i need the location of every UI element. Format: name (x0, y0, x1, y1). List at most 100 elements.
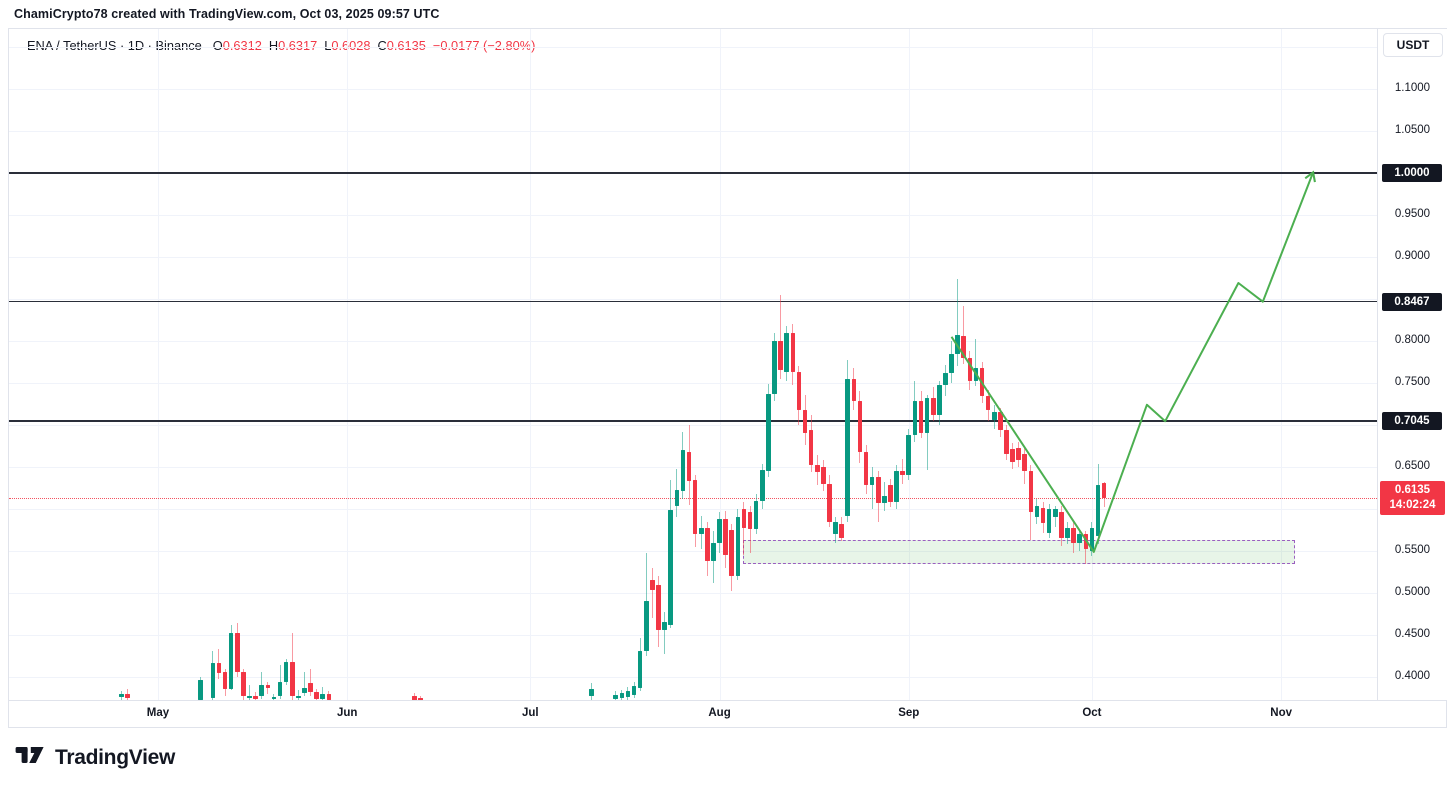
candle (631, 686, 637, 695)
candle (296, 696, 301, 699)
month-label: Jun (336, 707, 358, 719)
attribution-text: ChamiCrypto78 created with TradingView.c… (14, 7, 440, 21)
vertical-gridline (1091, 29, 1093, 700)
candle-wick (310, 668, 312, 696)
candle (979, 367, 985, 396)
month-label: Oct (1082, 707, 1102, 719)
support-zone-rectangle[interactable] (743, 540, 1296, 565)
candle (985, 395, 991, 410)
candle (943, 372, 948, 385)
candle (625, 691, 631, 698)
candle (888, 485, 893, 503)
candle-wick (902, 458, 904, 484)
month-label: Nov (1270, 707, 1293, 719)
candle (882, 495, 887, 504)
candle (1052, 509, 1058, 518)
candle (1083, 534, 1089, 550)
candle (698, 527, 704, 535)
last-price-value: 0.6135 (1394, 483, 1431, 496)
vertical-gridline (1281, 29, 1283, 700)
price-axis-label: 0.9000 (1394, 249, 1431, 262)
last-price-badge: 0.6135 14:02:24 (1380, 480, 1445, 515)
price-axis-label: 0.8000 (1394, 333, 1431, 346)
candle (259, 685, 265, 697)
price-scale[interactable]: USDT 1.1000 1.0500 0.9500 0.9000 0.8000 0.750… (1377, 29, 1447, 700)
candle (277, 682, 283, 697)
symbol-legend[interactable]: ENA / TetherUS · 1D · Binance O0.6312 H0.… (27, 38, 535, 53)
price-level-line[interactable] (9, 420, 1377, 422)
candle (863, 451, 869, 486)
candle (717, 519, 722, 543)
candle (918, 400, 924, 433)
candle-wick (322, 687, 324, 700)
candle (247, 695, 252, 699)
candle-wick (743, 502, 745, 556)
candle (790, 332, 796, 373)
tradingview-logo-icon (14, 742, 46, 773)
candle-wick (926, 394, 928, 471)
candle (1095, 484, 1101, 536)
candle (1046, 509, 1052, 534)
candle (766, 393, 771, 472)
candle (869, 477, 875, 486)
candle (741, 509, 747, 529)
candle (589, 688, 594, 697)
candle (1101, 482, 1107, 498)
candle (1028, 471, 1034, 513)
candle (265, 685, 271, 688)
ohlc-c: C0.6135 (377, 38, 426, 53)
horizontal-gridline (9, 467, 1377, 468)
candle (912, 400, 918, 436)
candle (998, 412, 1003, 431)
candle (851, 378, 857, 402)
month-label: Aug (708, 707, 731, 719)
price-level-line[interactable] (9, 300, 1377, 303)
month-label: Jul (522, 707, 539, 719)
price-axis-label: 0.4000 (1394, 670, 1431, 683)
candle-wick (297, 689, 299, 700)
candle (808, 430, 814, 466)
candle (210, 662, 216, 699)
horizontal-gridline (9, 593, 1377, 595)
candle (967, 357, 973, 382)
candle (753, 500, 759, 530)
vertical-gridline (347, 29, 349, 700)
candle (1034, 505, 1040, 518)
candle (119, 693, 124, 698)
vertical-gridline (530, 29, 532, 700)
candle (973, 367, 979, 382)
price-axis-label: 0.7500 (1394, 375, 1431, 388)
candle (320, 693, 326, 699)
candle (668, 509, 673, 625)
candle (283, 661, 289, 683)
candle (991, 412, 997, 420)
price-chart-plot[interactable]: ENA / TetherUS · 1D · Binance O0.6312 H0.… (9, 29, 1377, 700)
currency-toggle-button[interactable]: USDT (1383, 33, 1443, 57)
candle-wick (273, 693, 275, 700)
time-axis[interactable]: May Jun Jul Aug Sep Oct Nov (9, 700, 1446, 727)
candle (735, 517, 741, 577)
candle (1010, 448, 1015, 462)
projection-arrow[interactable] (9, 29, 1377, 700)
candle (289, 661, 295, 697)
candle (796, 372, 802, 410)
tradingview-logo[interactable]: TradingView (14, 742, 175, 773)
price-level-line[interactable] (9, 172, 1377, 174)
candle-wick (871, 467, 873, 509)
candle (1071, 527, 1076, 543)
candle (894, 471, 899, 503)
horizontal-gridline (9, 130, 1377, 132)
month-label: Sep (898, 707, 920, 719)
candle (412, 695, 417, 700)
candle-wick (664, 611, 666, 654)
candle (228, 632, 234, 689)
price-axis-label: 0.9500 (1394, 207, 1431, 220)
candle (814, 465, 820, 473)
candle (857, 401, 863, 452)
candle (656, 584, 661, 630)
candle (619, 693, 625, 699)
candle (613, 694, 619, 699)
ohlc-l: L0.6028 (324, 38, 371, 53)
candle (680, 450, 686, 492)
horizontal-gridline (9, 256, 1377, 258)
